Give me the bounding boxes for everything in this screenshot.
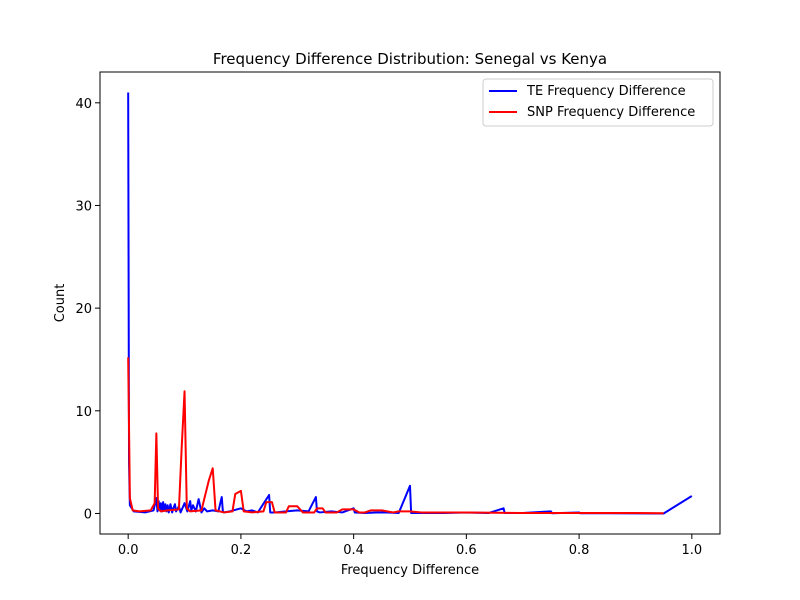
legend-te-label: TE Frequency Difference bbox=[526, 84, 686, 99]
x-tick-label: 0.0 bbox=[118, 543, 139, 558]
x-tick-label: 0.2 bbox=[231, 543, 252, 558]
x-axis: 0.0 0.2 0.4 0.6 0.8 1.0 bbox=[118, 534, 702, 558]
plot-frame bbox=[99, 71, 721, 535]
y-tick-label: 20 bbox=[75, 302, 92, 317]
y-tick-label: 10 bbox=[75, 405, 92, 420]
chart-title: Frequency Difference Distribution: Seneg… bbox=[213, 50, 607, 68]
x-axis-label: Frequency Difference bbox=[341, 563, 479, 578]
y-axis: 0 10 20 30 40 bbox=[75, 97, 100, 522]
x-tick-label: 0.4 bbox=[343, 543, 364, 558]
snp-series-line bbox=[127, 357, 664, 515]
y-tick-label: 0 bbox=[84, 507, 92, 522]
x-tick-label: 1.0 bbox=[681, 543, 702, 558]
y-axis-label: Count bbox=[53, 284, 68, 323]
legend-box bbox=[482, 78, 714, 127]
legend-snp-label: SNP Frequency Difference bbox=[527, 105, 695, 120]
plot-lines bbox=[127, 92, 693, 515]
y-tick-label: 40 bbox=[75, 97, 92, 112]
x-tick-label: 0.6 bbox=[456, 543, 477, 558]
legend: TE Frequency Difference SNP Frequency Di… bbox=[482, 78, 714, 127]
x-tick-label: 0.8 bbox=[569, 543, 590, 558]
y-tick-label: 30 bbox=[75, 199, 92, 214]
